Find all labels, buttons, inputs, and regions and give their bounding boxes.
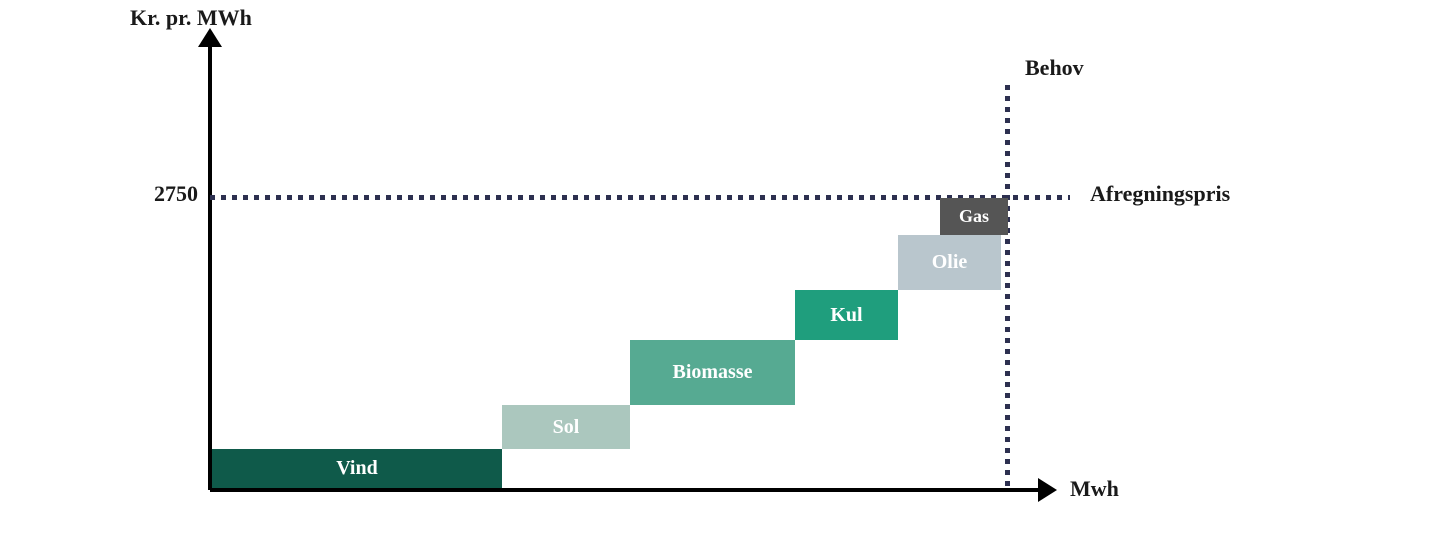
merit-order-chart: Vind Sol Biomasse Kul Olie Gas Kr. pr. MWh 2750… [0, 0, 1430, 553]
bar-gas: Gas [940, 198, 1008, 235]
y-axis-title: Kr. pr. MWh [130, 5, 252, 31]
bar-olie: Olie [898, 235, 1001, 290]
x-axis-arrow [1038, 478, 1057, 502]
bar-label: Gas [959, 206, 989, 227]
bar-sol: Sol [502, 405, 630, 449]
bar-vind: Vind [212, 449, 502, 488]
price-tick-value: 2750 [154, 181, 198, 207]
demand-line-label: Behov [1025, 55, 1084, 81]
price-line-label: Afregningspris [1090, 181, 1230, 207]
x-axis-title: Mwh [1070, 476, 1119, 502]
demand-line [1005, 85, 1010, 490]
y-axis [208, 40, 212, 490]
bar-label: Vind [336, 457, 378, 480]
bar-label: Biomasse [673, 361, 753, 384]
bar-label: Olie [932, 251, 968, 274]
bar-label: Kul [830, 304, 862, 327]
bar-kul: Kul [795, 290, 898, 340]
x-axis [210, 488, 1040, 492]
bar-biomasse: Biomasse [630, 340, 795, 405]
bar-label: Sol [553, 416, 580, 439]
